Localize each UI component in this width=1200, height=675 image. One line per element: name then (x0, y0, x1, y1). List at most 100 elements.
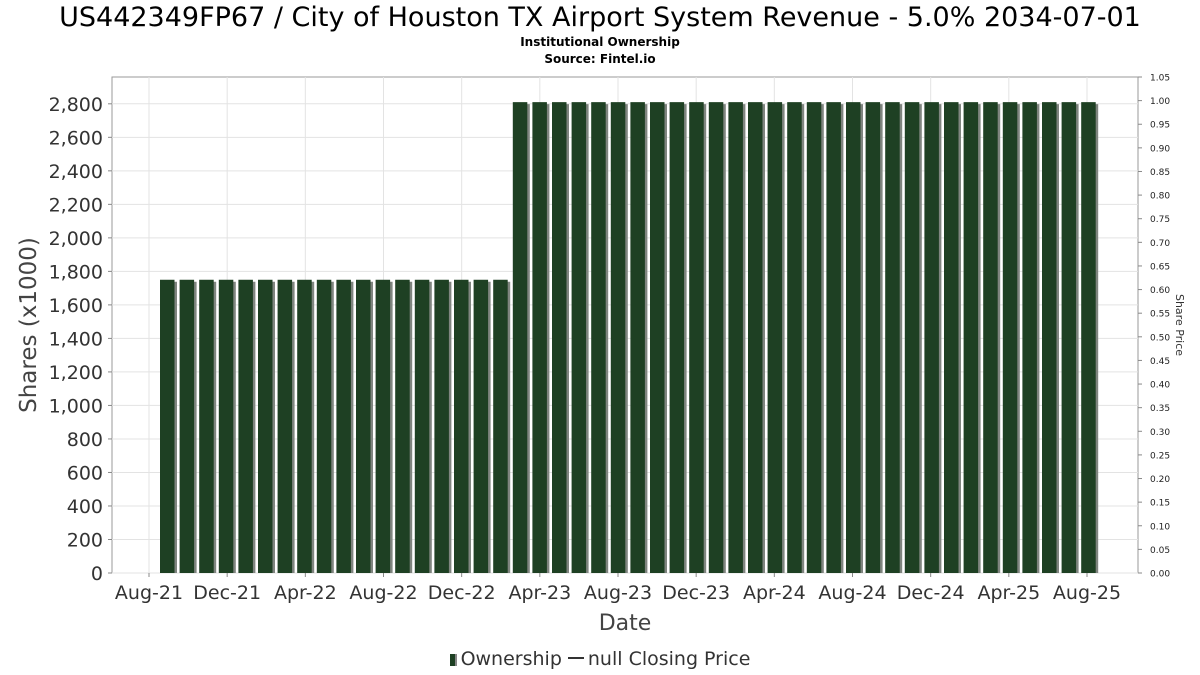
y2-tick-label: 0.80 (1150, 192, 1170, 202)
y-tick-label: 400 (67, 496, 103, 518)
ownership-bar (983, 102, 998, 573)
y-tick-label: 1,200 (49, 362, 103, 384)
ownership-bar (1022, 102, 1037, 573)
y2-tick-label: 0.55 (1150, 310, 1170, 320)
chart-source: Source: Fintel.io (544, 52, 656, 66)
y2-tick-label: 0.75 (1150, 215, 1170, 225)
ownership-bar (473, 279, 489, 573)
ownership-bar (806, 102, 822, 573)
y2-tick-label: 0.15 (1150, 499, 1170, 509)
legend-price-label: null Closing Price (587, 648, 751, 670)
y2-tick-label: 0.10 (1150, 522, 1170, 532)
ownership-bar (297, 279, 312, 573)
ownership-bar (885, 102, 900, 573)
x-tick-label: Aug-24 (818, 582, 886, 604)
x-tick-label: Aug-21 (115, 582, 183, 604)
ownership-bar (454, 279, 469, 573)
ownership-bar (179, 279, 195, 573)
y-tick-label: 600 (67, 462, 103, 484)
x-tick-label: Dec-24 (897, 582, 965, 604)
y-tick-label: 1,600 (49, 295, 103, 317)
ownership-bar (434, 279, 449, 573)
ownership-bar (395, 279, 410, 573)
y2-tick-label: 0.70 (1150, 239, 1170, 249)
ownership-bar (532, 102, 547, 573)
x-tick-label: Dec-23 (662, 582, 730, 604)
y2-tick-label: 0.65 (1150, 262, 1170, 272)
y2-tick-label: 0.20 (1150, 475, 1170, 485)
ownership-bar (218, 279, 234, 573)
y-tick-label: 0 (91, 563, 103, 585)
ownership-bar (865, 102, 881, 573)
ownership-bar (748, 102, 763, 573)
ownership-bar (414, 279, 430, 573)
y2-tick-label: 0.40 (1150, 381, 1170, 391)
ownership-bar (826, 102, 841, 573)
ownership-bar (1002, 102, 1018, 573)
ownership-bar (650, 102, 665, 573)
y2-tick-label: 0.60 (1150, 286, 1170, 296)
ownership-bar (160, 279, 175, 573)
ownership-bar (512, 102, 528, 573)
ownership-bar (944, 102, 959, 573)
y-tick-label: 2,800 (49, 94, 103, 116)
ownership-bar (630, 102, 645, 573)
legend-price-line (567, 657, 584, 659)
x-tick-label: Aug-23 (584, 582, 652, 604)
ownership-bar (356, 279, 371, 573)
y-tick-label: 200 (67, 529, 103, 551)
y2-tick-label: 0.95 (1150, 121, 1170, 131)
y2-tick-label: 1.00 (1150, 97, 1170, 107)
x-tick-label: Apr-24 (743, 582, 806, 604)
x-tick-label: Dec-22 (428, 582, 496, 604)
y-axis-label: Shares (x1000) (16, 237, 42, 413)
ownership-bar (316, 279, 332, 573)
ownership-bar (258, 279, 273, 573)
y2-tick-label: 0.35 (1150, 404, 1170, 414)
ownership-bar (571, 102, 587, 573)
ownership-bar (924, 102, 939, 573)
x-tick-label: Apr-25 (977, 582, 1040, 604)
ownership-bar (904, 102, 920, 573)
ownership-bar (708, 102, 724, 573)
y-tick-label: 2,200 (49, 194, 103, 216)
x-tick-label: Apr-23 (508, 582, 571, 604)
ownership-bar (846, 102, 861, 573)
x-tick-label: Aug-25 (1053, 582, 1121, 604)
y-tick-label: 2,000 (49, 228, 103, 250)
ownership-bar (963, 102, 979, 573)
ownership-bar (199, 279, 214, 573)
x-tick-label: Dec-21 (193, 582, 261, 604)
ownership-bar (336, 279, 351, 573)
ownership-bar (767, 102, 783, 573)
y2-tick-label: 0.45 (1150, 357, 1170, 367)
ownership-bar (591, 102, 606, 573)
ownership-bar (1042, 102, 1057, 573)
x-tick-label: Apr-22 (274, 582, 337, 604)
x-tick-label: Aug-22 (349, 582, 417, 604)
y-tick-label: 1,000 (49, 395, 103, 417)
ownership-bar (728, 102, 743, 573)
y2-tick-label: 1.05 (1150, 74, 1170, 84)
y2-tick-label: 0.50 (1150, 333, 1170, 343)
ownership-bar (375, 279, 391, 573)
ownership-bar (1061, 102, 1077, 573)
bars (160, 102, 1099, 573)
ownership-bar (1081, 102, 1096, 573)
y2-tick-label: 0.85 (1150, 168, 1170, 178)
legend-ownership-swatch (449, 654, 457, 666)
y-tick-label: 800 (67, 429, 103, 451)
y2-tick-label: 0.00 (1150, 570, 1170, 580)
axes: 0 200 400 600 800 1,000 1,200 1,400 1,600 1,800 2,… (49, 74, 1171, 605)
y-tick-label: 1,400 (49, 328, 103, 350)
y2-tick-label: 0.05 (1150, 546, 1170, 556)
ownership-bar (238, 279, 253, 573)
x-axis-label: Date (599, 611, 652, 636)
ownership-bar (277, 279, 293, 573)
ownership-bar (669, 102, 685, 573)
legend-ownership-label: Ownership (460, 648, 562, 670)
chart-subtitle: Institutional Ownership (520, 35, 680, 49)
ownership-bar (787, 102, 802, 573)
y2-tick-label: 0.90 (1150, 144, 1170, 154)
